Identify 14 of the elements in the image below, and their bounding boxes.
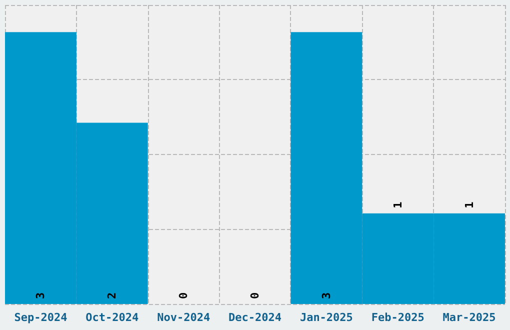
data-label: 1 — [462, 201, 476, 208]
x-tick-label: Mar-2025 — [442, 311, 496, 324]
x-tick-label: Feb-2025 — [371, 311, 424, 324]
data-label: 0 — [248, 292, 262, 299]
data-label: 1 — [391, 201, 404, 208]
x-tick-label: Dec-2024 — [228, 311, 282, 324]
x-tick-label: Jan-2025 — [300, 311, 353, 324]
data-label: 3 — [320, 292, 333, 299]
data-label: 3 — [34, 292, 48, 299]
x-tick-label: Nov-2024 — [157, 311, 210, 324]
x-tick-label: Oct-2024 — [86, 311, 140, 324]
data-label: 2 — [106, 292, 119, 299]
x-tick-label: Sep-2024 — [14, 311, 68, 324]
data-label: 0 — [177, 292, 190, 299]
